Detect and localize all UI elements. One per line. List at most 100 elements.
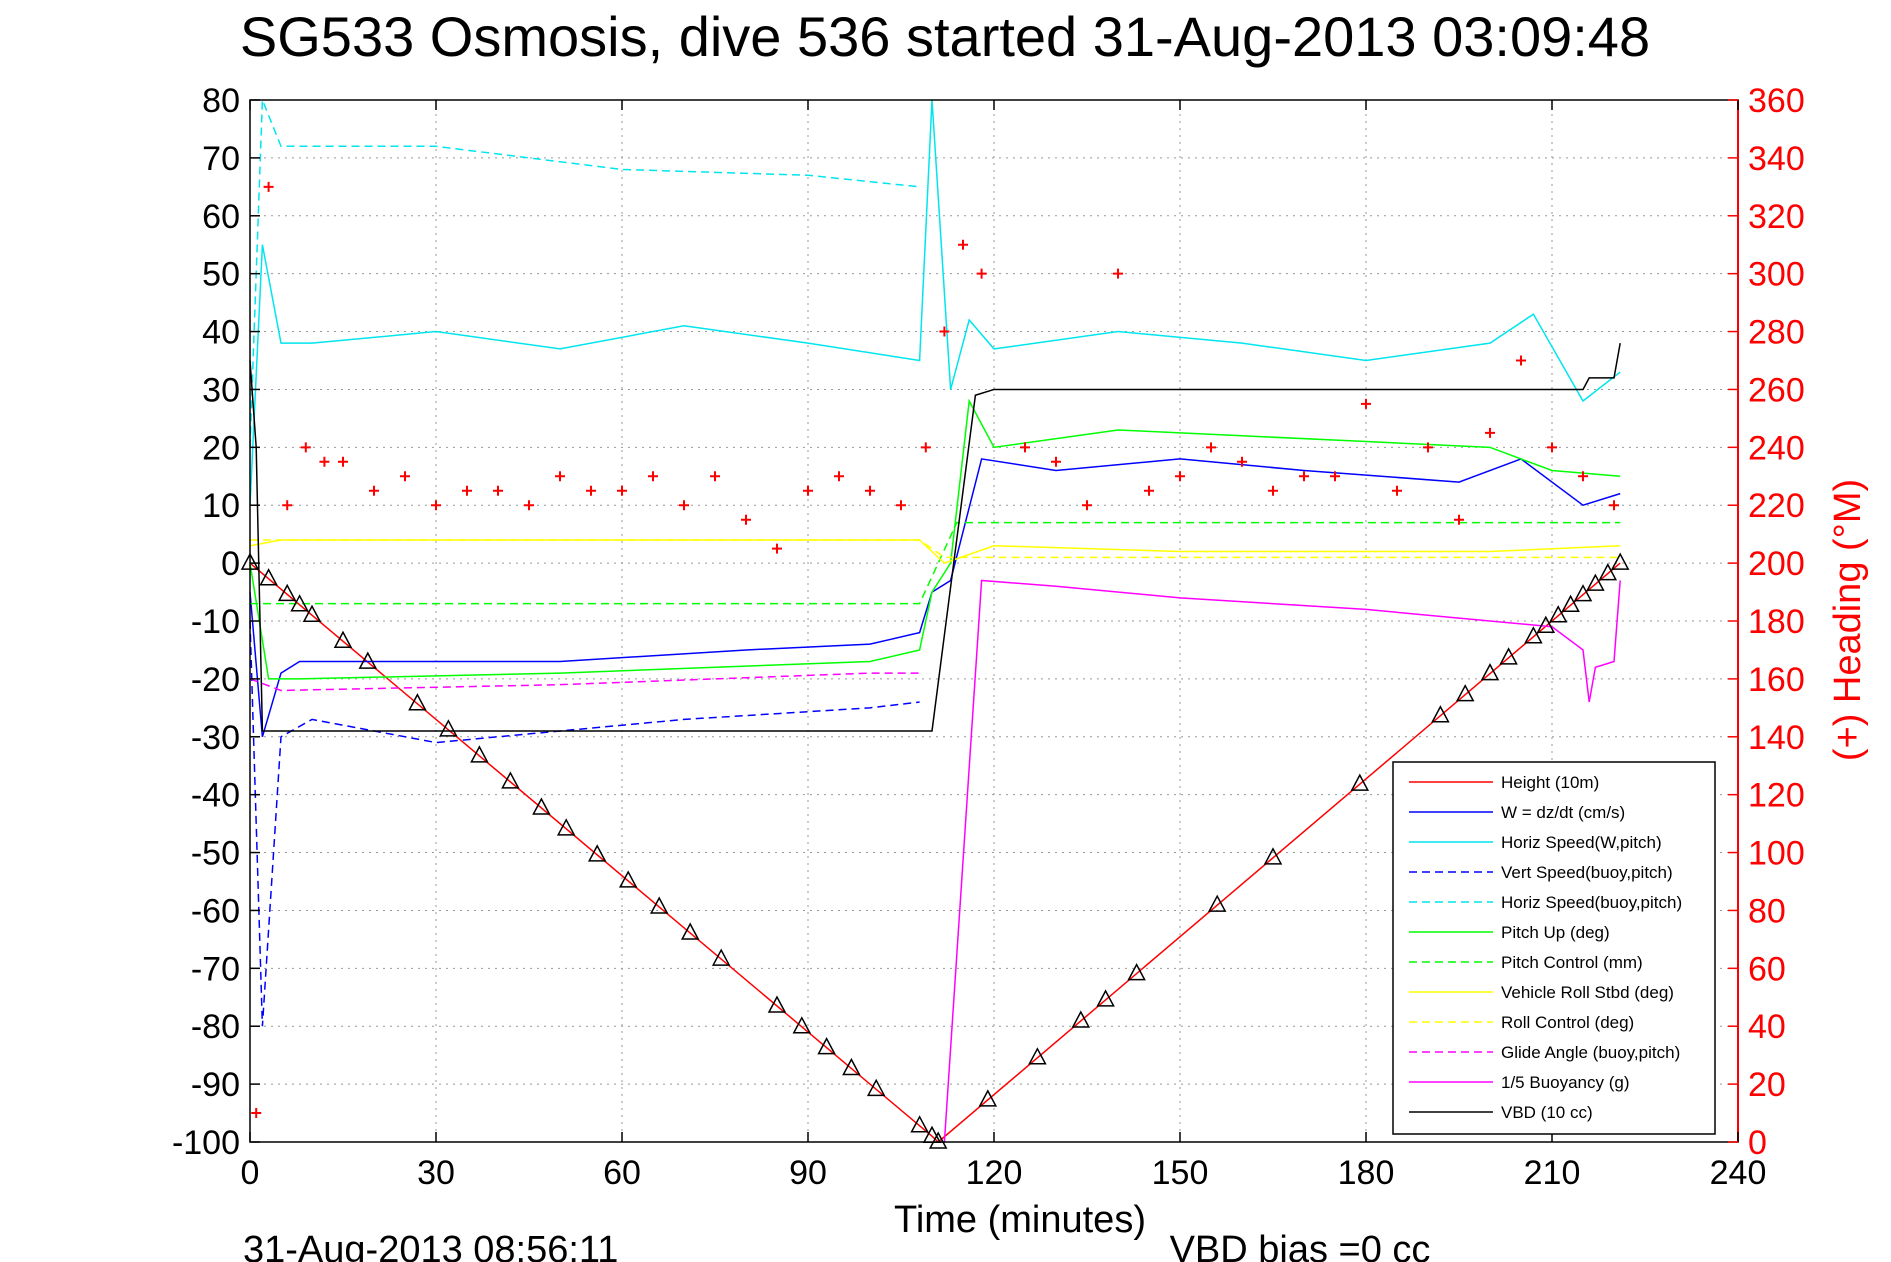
legend-label: Pitch Control (mm) — [1501, 953, 1643, 972]
heading-marker — [834, 471, 844, 482]
y-tick-label-right: 340 — [1748, 140, 1805, 178]
triangle-marker — [1096, 989, 1115, 1007]
triangle-marker — [1536, 615, 1556, 634]
triangle-marker — [680, 922, 700, 940]
heading-marker — [1609, 500, 1619, 511]
triangle-marker — [259, 568, 278, 586]
triangle-marker — [978, 1089, 998, 1107]
heading-marker — [1547, 442, 1557, 453]
chart-title: SG533 Osmosis, dive 536 started 31-Aug-2… — [240, 5, 1650, 68]
y-tick-label-left: -60 — [191, 892, 240, 930]
legend-box — [1392, 761, 1716, 1135]
heading-marker — [1330, 471, 1340, 482]
triangle-marker — [649, 896, 669, 914]
series-line — [249, 99, 1621, 506]
y-tick-label-left: 10 — [202, 487, 240, 525]
triangle-marker — [792, 1016, 812, 1034]
triangle-marker — [532, 797, 551, 815]
x-tick-label: 60 — [603, 1154, 641, 1192]
y-tick-label-right: 220 — [1748, 487, 1805, 525]
heading-marker — [648, 471, 658, 482]
heading-marker — [679, 500, 689, 511]
y-tick-label-left: -70 — [191, 950, 240, 988]
y-tick-label-right: 160 — [1748, 661, 1805, 699]
y-tick-label-left: -40 — [191, 777, 240, 815]
triangle-marker — [1573, 584, 1593, 602]
legend-label: W = dz/dt (cm/s) — [1501, 803, 1625, 822]
heading-marker — [1082, 500, 1092, 511]
x-tick-label: 0 — [241, 1154, 260, 1192]
triangle-marker — [866, 1078, 886, 1097]
y-tick-label-right: 260 — [1748, 371, 1805, 409]
heading-marker — [338, 456, 348, 467]
y-tick-label-right: 300 — [1748, 256, 1805, 294]
x-tick-label: 90 — [789, 1154, 827, 1192]
x-tick-label: 30 — [417, 1154, 455, 1192]
heading-marker — [920, 442, 931, 453]
series-group — [240, 99, 1630, 1149]
y-tick-label-right: 180 — [1748, 603, 1805, 641]
triangle-marker — [556, 818, 576, 836]
legend-label: Vehicle Roll Stbd (deg) — [1501, 983, 1674, 1002]
triangle-marker — [711, 948, 731, 966]
legend-label: Horiz Speed(W,pitch) — [1501, 833, 1662, 852]
series-line — [249, 99, 920, 448]
y-tick-label-left: 40 — [202, 314, 240, 352]
triangle-marker — [1028, 1047, 1047, 1065]
series-line — [249, 458, 1621, 737]
vbd-bias-text: VBD bias =0 cc — [1170, 1229, 1431, 1262]
triangle-marker — [1071, 1010, 1091, 1028]
y-tick-label-left: -100 — [172, 1124, 240, 1162]
y-tick-label-right: 40 — [1748, 1008, 1786, 1046]
triangle-marker — [1499, 647, 1518, 665]
y-tick-label-left: -90 — [191, 1066, 240, 1104]
triangle-marker — [767, 995, 787, 1013]
ticks: 0 30 60 90 120 150 180 210 24080706050403020100-… — [172, 82, 1805, 1192]
y-tick-label-right: 200 — [1748, 545, 1805, 583]
heading-marker — [896, 500, 906, 511]
heading-marker — [1051, 456, 1061, 467]
heading-marker — [1485, 427, 1495, 438]
y-tick-label-left: 20 — [202, 429, 240, 467]
x-tick-label: 120 — [966, 1154, 1023, 1192]
heading-marker — [462, 485, 472, 496]
triangle-marker — [1431, 705, 1450, 723]
heading-marker — [1113, 268, 1123, 279]
triangle-marker — [302, 604, 322, 622]
heading-marker — [710, 471, 720, 482]
heading-marker — [1268, 485, 1278, 496]
heading-marker — [1206, 442, 1216, 453]
heading-marker — [586, 485, 596, 496]
triangle-marker — [1610, 552, 1630, 570]
heading-marker — [741, 514, 751, 525]
heading-marker — [251, 1108, 262, 1119]
x-tick-label: 150 — [1152, 1154, 1209, 1192]
y-tick-label-right: 140 — [1748, 719, 1805, 757]
heading-marker — [1423, 442, 1433, 453]
heading-marker — [1392, 485, 1402, 496]
triangle-marker — [1586, 573, 1605, 591]
triangle-marker — [358, 651, 378, 669]
legend-label: Height (10m) — [1501, 773, 1599, 792]
heading-marker — [1361, 398, 1371, 409]
y-tick-label-left: -20 — [191, 661, 240, 699]
heading-marker — [282, 500, 293, 511]
y-tick-label-right: 360 — [1748, 82, 1805, 120]
heading-marker — [493, 485, 503, 496]
y-tick-label-left: 50 — [202, 256, 240, 294]
y-tick-label-left: -50 — [191, 835, 240, 873]
triangle-marker — [1455, 684, 1475, 702]
y-tick-label-right: 80 — [1748, 892, 1786, 930]
y-tick-label-left: -80 — [191, 1008, 240, 1046]
triangle-marker — [439, 719, 458, 737]
y-tick-label-right: 60 — [1748, 950, 1786, 988]
y-tick-label-right: 280 — [1748, 314, 1805, 352]
heading-marker — [319, 456, 330, 467]
heading-marker — [524, 500, 534, 511]
triangle-marker — [587, 844, 607, 862]
triangle-marker — [817, 1037, 836, 1055]
triangle-marker — [1127, 963, 1146, 981]
triangle-marker — [501, 771, 520, 789]
series-line — [938, 579, 1621, 1143]
